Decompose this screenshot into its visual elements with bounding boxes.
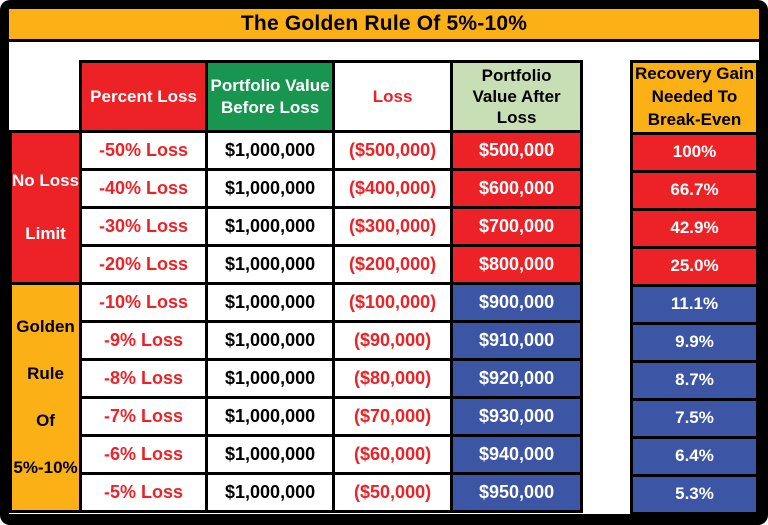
- cell-portfolio-before: $1,000,000: [205, 168, 336, 209]
- cell-recovery-gain: 9.9%: [630, 321, 759, 363]
- group-label-line: No Loss: [12, 170, 80, 190]
- cell-percent-loss: -8% Loss: [79, 358, 209, 399]
- cell-portfolio-after: $700,000: [450, 206, 584, 247]
- header-blank-cell: [10, 61, 81, 132]
- table-row: -30% Loss $1,000,000 ($300,000) $700,000: [11, 206, 584, 247]
- cell-portfolio-after: $920,000: [450, 358, 584, 399]
- recovery-row: 42.9%: [630, 207, 759, 249]
- cell-loss: ($400,000): [332, 168, 454, 209]
- cell-percent-loss: -10% Loss: [79, 282, 209, 323]
- table-row: -8% Loss $1,000,000 ($80,000) $920,000: [11, 358, 584, 399]
- cell-percent-loss: -40% Loss: [79, 168, 209, 209]
- cell-recovery-gain: 7.5%: [630, 397, 759, 439]
- cell-percent-loss: -50% Loss: [79, 130, 209, 171]
- header-portfolio-after: Portfolio Value After Loss: [450, 60, 584, 133]
- cell-percent-loss: -7% Loss: [79, 396, 209, 437]
- cell-portfolio-after: $930,000: [450, 396, 584, 437]
- cell-portfolio-after: $800,000: [450, 244, 584, 285]
- header-row: Percent Loss Portfolio Value Before Loss…: [10, 60, 584, 133]
- recovery-row: 25.0%: [630, 245, 759, 287]
- row-group-label-golden-rule: Golden Rule Of 5%-10%: [8, 282, 83, 513]
- content-area: The Golden Rule Of 5%-10% Percent Loss P…: [8, 9, 759, 515]
- cell-recovery-gain: 66.7%: [630, 169, 759, 211]
- recovery-row: 5.3%: [630, 473, 759, 515]
- cell-portfolio-before: $1,000,000: [205, 472, 336, 513]
- cell-loss: ($60,000): [332, 434, 454, 475]
- cell-recovery-gain: 11.1%: [630, 283, 759, 325]
- cell-loss: ($500,000): [332, 130, 454, 171]
- cell-portfolio-after: $950,000: [450, 472, 584, 513]
- group-label-line: Golden: [16, 316, 75, 336]
- table-row: -40% Loss $1,000,000 ($400,000) $600,000: [11, 168, 584, 209]
- recovery-row: 100%: [630, 131, 759, 173]
- cell-portfolio-before: $1,000,000: [205, 434, 336, 475]
- cell-percent-loss: -30% Loss: [79, 206, 209, 247]
- cell-portfolio-after: $940,000: [450, 434, 584, 475]
- cell-loss: ($200,000): [332, 244, 454, 285]
- cell-portfolio-before: $1,000,000: [205, 358, 336, 399]
- cell-recovery-gain: 42.9%: [630, 207, 759, 249]
- group-label-line: Rule: [27, 363, 64, 383]
- cell-percent-loss: -9% Loss: [79, 320, 209, 361]
- recovery-header-row: Recovery Gain Needed To Break-Even: [630, 60, 759, 135]
- cell-portfolio-after: $600,000: [450, 168, 584, 209]
- main-table: Percent Loss Portfolio Value Before Loss…: [8, 60, 584, 513]
- cell-recovery-gain: 25.0%: [630, 245, 759, 287]
- table-row: -20% Loss $1,000,000 ($200,000) $800,000: [11, 244, 584, 285]
- table-row: Golden Rule Of 5%-10% -10% Loss $1,000,000 ($1…: [8, 282, 584, 513]
- cell-percent-loss: -20% Loss: [79, 244, 209, 285]
- cell-percent-loss: -6% Loss: [79, 434, 209, 475]
- header-recovery-gain: Recovery Gain Needed To Break-Even: [630, 60, 759, 135]
- cell-portfolio-after: $910,000: [450, 320, 584, 361]
- cell-recovery-gain: 8.7%: [630, 359, 759, 401]
- title-bar: The Golden Rule Of 5%-10%: [9, 9, 759, 42]
- recovery-row: 8.7%: [630, 359, 759, 401]
- header-loss: Loss: [332, 60, 454, 133]
- group-label-line: 5%-10%: [13, 458, 78, 478]
- cell-loss: ($100,000): [332, 282, 454, 323]
- cell-loss: ($50,000): [332, 472, 454, 513]
- recovery-row: 9.9%: [630, 321, 759, 363]
- cell-portfolio-after: $500,000: [450, 130, 584, 171]
- cell-recovery-gain: 6.4%: [630, 435, 759, 477]
- recovery-row: 66.7%: [630, 169, 759, 211]
- recovery-row: 7.5%: [630, 397, 759, 439]
- cell-portfolio-before: $1,000,000: [205, 130, 336, 171]
- cell-portfolio-before: $1,000,000: [205, 282, 336, 323]
- cell-recovery-gain: 5.3%: [630, 473, 759, 515]
- cell-percent-loss: -5% Loss: [79, 472, 209, 513]
- group-label-stack: No Loss Limit: [12, 138, 80, 278]
- cell-portfolio-before: $1,000,000: [205, 396, 336, 437]
- cell-portfolio-after: $900,000: [450, 282, 584, 323]
- page-title: The Golden Rule Of 5%-10%: [240, 12, 528, 35]
- table-row: -9% Loss $1,000,000 ($90,000) $910,000: [11, 320, 584, 361]
- group-label-line: Of: [36, 411, 55, 431]
- row-group-label-no-loss-limit: No Loss Limit: [8, 130, 83, 285]
- cell-loss: ($90,000): [332, 320, 454, 361]
- recovery-row: 11.1%: [630, 283, 759, 325]
- table-row: -6% Loss $1,000,000 ($60,000) $940,000: [11, 434, 584, 475]
- table-row: -5% Loss $1,000,000 ($50,000) $950,000: [11, 472, 584, 513]
- recovery-table: Recovery Gain Needed To Break-Even 100% 6…: [630, 60, 759, 515]
- cell-portfolio-before: $1,000,000: [205, 244, 336, 285]
- cell-portfolio-before: $1,000,000: [205, 320, 336, 361]
- header-percent-loss: Percent Loss: [79, 60, 209, 133]
- group-label-line: Limit: [25, 224, 66, 244]
- cell-portfolio-before: $1,000,000: [205, 206, 336, 247]
- table-row: No Loss Limit -50% Loss $1,000,000 ($500,000…: [8, 130, 584, 285]
- recovery-row: 6.4%: [630, 435, 759, 477]
- cell-loss: ($300,000): [332, 206, 454, 247]
- cell-loss: ($80,000): [332, 358, 454, 399]
- cell-loss: ($70,000): [332, 396, 454, 437]
- table-row: -7% Loss $1,000,000 ($70,000) $930,000: [11, 396, 584, 437]
- group-label-stack: Golden Rule Of 5%-10%: [13, 290, 78, 506]
- cell-recovery-gain: 100%: [630, 131, 759, 173]
- header-portfolio-before: Portfolio Value Before Loss: [205, 60, 336, 133]
